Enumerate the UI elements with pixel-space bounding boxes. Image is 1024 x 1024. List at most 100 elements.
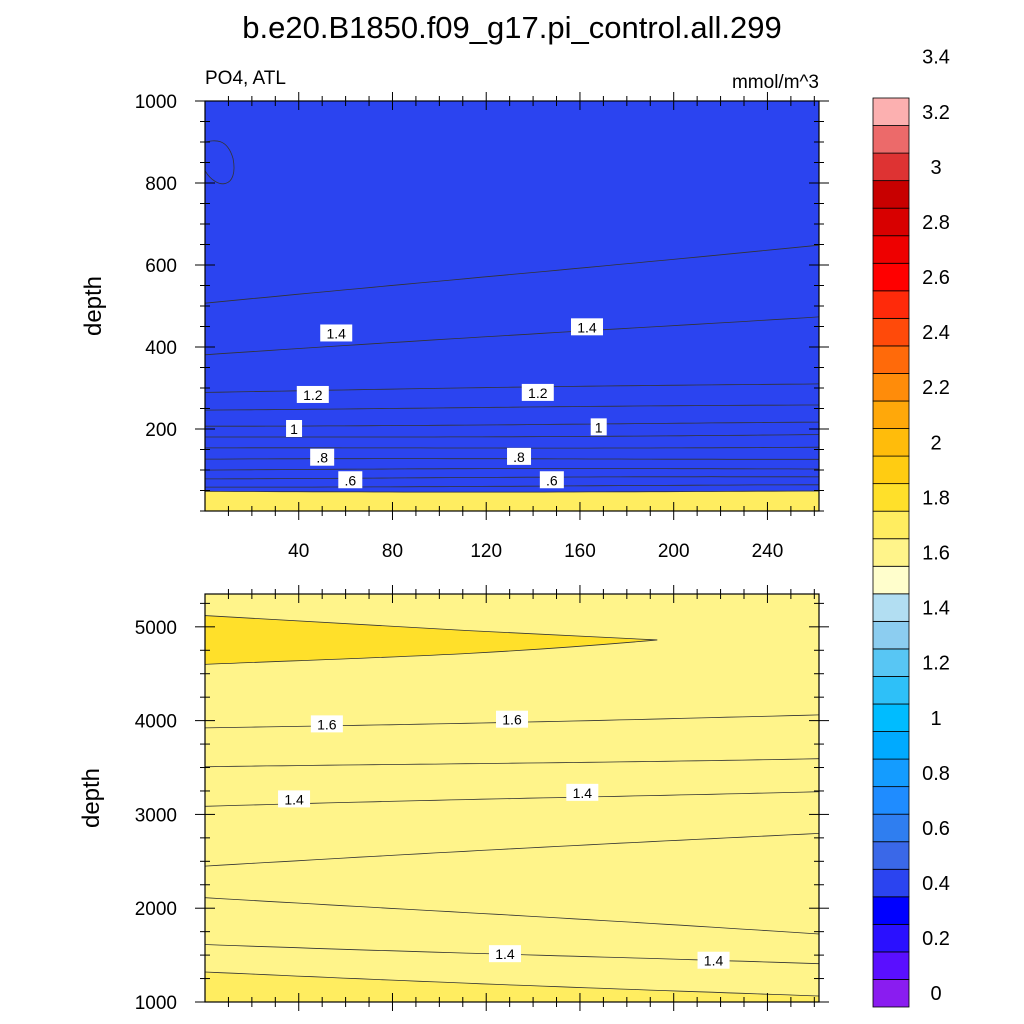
upper-y-tick-label: 1000 [135, 92, 177, 113]
lower-contour-line [205, 833, 819, 867]
colorbar-label: 2.6 [922, 267, 950, 289]
colorbar-label: 1.8 [922, 487, 950, 509]
upper-x-tick-label: 200 [658, 541, 690, 562]
colorbar-box [872, 510, 910, 540]
colorbar-box [872, 648, 910, 677]
lower-plot-frame [204, 593, 820, 1003]
colorbar-box [872, 152, 910, 182]
lower-contour-label: 1.6 [496, 710, 528, 728]
lower-y-tick-label: 1000 [135, 993, 177, 1014]
colorbar-box [872, 676, 910, 705]
lower-y-tick-label: 2000 [135, 899, 177, 920]
upper-contour-line [205, 490, 819, 493]
colorbar-label: 0.2 [922, 928, 950, 950]
colorbar-label: 0.4 [922, 873, 950, 895]
upper-contour-label: .6 [539, 471, 564, 489]
upper-contour-labels: .6 .6 .8 .8 1 1 1.2 1.2 1.4 1.4 [286, 318, 607, 489]
colorbar-label: 2.8 [922, 212, 950, 234]
colorbar-box [872, 428, 910, 457]
upper-y-axis-label: depth [80, 276, 107, 336]
colorbar-box [872, 483, 910, 512]
lower-y-tick-label: 4000 [135, 712, 177, 733]
svg-text:1.4: 1.4 [327, 325, 347, 341]
colorbar-label: 0.6 [922, 818, 950, 840]
colorbar-box [872, 125, 910, 154]
lower-contour-label: 1.4 [697, 951, 730, 969]
upper-contour-line [205, 468, 819, 471]
svg-text:1.2: 1.2 [303, 387, 323, 403]
colorbar-box [872, 262, 910, 292]
svg-text:1: 1 [595, 419, 603, 435]
upper-contour-label: 1.2 [296, 385, 329, 403]
lower-contour-label: 1.4 [278, 790, 311, 808]
upper-contour-label: 1.2 [521, 383, 554, 401]
svg-text:1: 1 [290, 421, 298, 437]
lower-contour-fills [205, 594, 819, 1002]
colorbar-box [872, 758, 910, 788]
upper-contour-label: 1.4 [570, 318, 603, 336]
colorbar-labels: 0 0.2 0.4 0.6 0.8 1 1.2 1.4 1.6 1.8 2 2.2 2.4 2.6 2.8 3… [922, 47, 950, 1006]
svg-text:.8: .8 [316, 450, 328, 466]
upper-x-tick-label: 160 [564, 541, 596, 562]
lower-y-axis-label: depth [78, 768, 105, 828]
lower-axis-ticks: 1000 2000 3000 4000 5000 [135, 585, 829, 1014]
svg-text:1.4: 1.4 [577, 319, 597, 335]
lower-y-tick-label: 5000 [135, 618, 177, 639]
svg-text:.6: .6 [546, 472, 558, 488]
colorbar-box [872, 731, 910, 760]
colorbar-box [872, 180, 910, 209]
colorbar-label: 0.8 [922, 763, 950, 785]
upper-contour-line [205, 421, 819, 427]
lower-contour-label: 1.4 [488, 945, 521, 963]
colorbar-label: 0 [930, 983, 941, 1005]
upper-x-tick-label: 120 [470, 541, 502, 562]
colorbar-label: 2.4 [922, 322, 950, 344]
upper-contour-label: 1 [286, 420, 303, 437]
svg-text:.8: .8 [513, 449, 525, 465]
lower-contour-line [205, 758, 819, 768]
colorbar-box [872, 896, 910, 925]
lower-panel: 1.4 1.41.4 1.41.6 1.6 10002000300040005000 … [78, 585, 829, 1014]
upper-y-tick-label: 800 [145, 174, 177, 195]
colorbar-boxes [872, 97, 910, 1008]
colorbar-box [872, 400, 910, 429]
colorbar-box [872, 538, 910, 567]
upper-contour-line [205, 244, 819, 304]
upper-y-tick-label: 200 [145, 420, 177, 441]
svg-text:.6: .6 [344, 472, 356, 488]
upper-contour-label: 1 [590, 418, 607, 436]
upper-contour-line [205, 484, 819, 488]
upper-y-tick-label: 400 [145, 338, 177, 359]
upper-contour-fills [205, 101, 819, 511]
upper-contour-line [205, 476, 819, 480]
lower-contour-line [205, 971, 819, 997]
colorbar-label: 1 [930, 708, 941, 730]
lower-y-tick-label: 3000 [135, 805, 177, 826]
lower-contour-label: 1.6 [310, 715, 343, 733]
upper-x-tick-label: 240 [752, 541, 784, 562]
chart-title: b.e20.B1850.f09_g17.pi_control.all.299 [242, 10, 782, 45]
lower-contour-label: 1.4 [566, 783, 599, 801]
colorbar-box [872, 373, 910, 402]
svg-text:1.2: 1.2 [528, 385, 548, 401]
colorbar-label: 3.4 [922, 47, 950, 69]
upper-contour-label: .6 [338, 471, 363, 489]
upper-panel: PO4, ATL mmol/m^3 .6 .6 .8 .8 1 1 1.2 1.2 1.4 1.4… [80, 68, 829, 562]
upper-x-tick-label: 80 [382, 541, 403, 562]
lower-contour-line [205, 897, 819, 935]
colorbar-box [872, 455, 910, 485]
colorbar-box [872, 813, 910, 843]
colorbar-label: 1.2 [922, 653, 950, 675]
svg-text:1.4: 1.4 [573, 785, 593, 801]
colorbar-label: 2 [930, 432, 941, 454]
colorbar-label: 2.2 [922, 377, 950, 399]
colorbar-box [872, 593, 910, 622]
colorbar-box [872, 868, 910, 898]
colorbar-box [872, 207, 910, 237]
upper-contour-line [205, 316, 819, 356]
colorbar-box [872, 290, 910, 319]
colorbar-box [872, 923, 910, 953]
lower-high-region [205, 615, 658, 665]
svg-text:1.6: 1.6 [317, 716, 337, 732]
